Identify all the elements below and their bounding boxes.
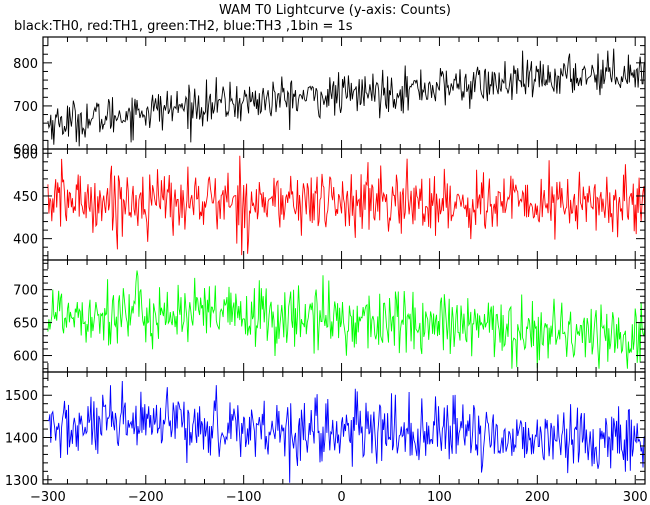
panel-th2: 600 650 700 — [13, 259, 646, 373]
panel-frame — [42, 148, 646, 261]
x-tick-label: −200 — [128, 490, 164, 505]
y-tick-label: 500 — [13, 147, 38, 162]
panels-group: 600700800400450500600650700130014001500−… — [5, 36, 648, 505]
chart-subtitle: black:TH0, red:TH1, green:TH2, blue:TH3 … — [14, 19, 353, 34]
x-tick-label: 0 — [337, 490, 345, 505]
x-tick-label: −300 — [30, 490, 66, 505]
panel-th1: 400 450 500 — [13, 147, 646, 261]
panel-th0: 600 700 800 — [13, 36, 646, 158]
y-tick-label: 700 — [13, 100, 38, 115]
series-line-th0 — [47, 48, 645, 147]
y-tick-label: 450 — [13, 190, 38, 205]
y-tick-label: 700 — [13, 284, 38, 299]
y-tick-label: 600 — [13, 350, 38, 365]
series-line-th3 — [47, 380, 645, 483]
y-tick-label: 1500 — [5, 389, 38, 404]
x-tick-label: 100 — [427, 490, 452, 505]
x-tick-label: −100 — [226, 490, 262, 505]
panel-th3: 1300 1400 1500 −300 −200 −100 0 100 200 300 — [5, 371, 648, 505]
y-tick-label: 800 — [13, 57, 38, 72]
x-tick-label: 300 — [623, 490, 648, 505]
y-tick-label: 1300 — [5, 474, 38, 489]
series-line-th1 — [47, 155, 645, 256]
y-tick-label: 600 — [13, 143, 38, 158]
panel-frame — [42, 371, 646, 485]
x-tick-label: 200 — [525, 490, 550, 505]
y-tick-label: 650 — [13, 317, 38, 332]
y-tick-label: 400 — [13, 233, 38, 248]
chart-title: WAM T0 Lightcurve (y-axis: Counts) — [219, 3, 451, 18]
y-tick-label: 1400 — [5, 432, 38, 447]
series-line-th2 — [47, 270, 645, 369]
